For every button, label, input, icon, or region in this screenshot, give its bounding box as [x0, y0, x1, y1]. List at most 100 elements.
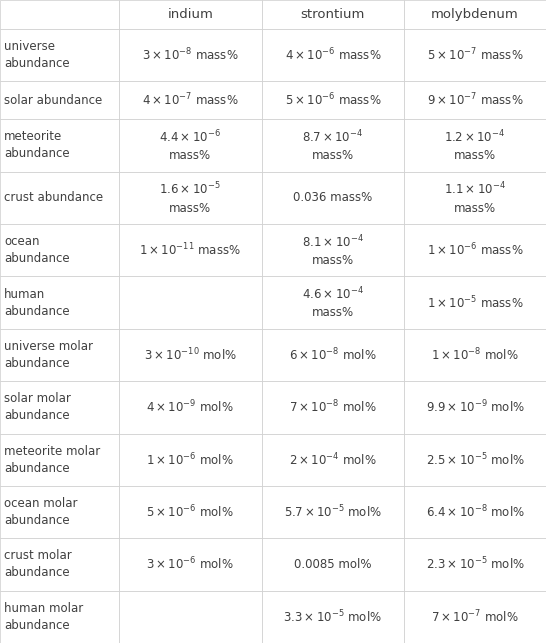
- Bar: [404, 591, 546, 643]
- Text: $1\times10^{-6}$ mol%: $1\times10^{-6}$ mol%: [146, 451, 234, 468]
- Bar: [119, 0, 262, 29]
- Bar: [262, 433, 404, 486]
- Bar: [404, 276, 546, 329]
- Bar: [0, 433, 119, 486]
- Text: ocean
abundance: ocean abundance: [4, 235, 70, 265]
- Bar: [119, 329, 262, 381]
- Bar: [119, 381, 262, 433]
- Bar: [404, 381, 546, 433]
- Bar: [119, 172, 262, 224]
- Bar: [404, 0, 546, 29]
- Text: $1.2\times10^{-4}$
mass%: $1.2\times10^{-4}$ mass%: [444, 129, 506, 162]
- Text: $1\times10^{-6}$ mass%: $1\times10^{-6}$ mass%: [427, 242, 523, 258]
- Bar: [262, 276, 404, 329]
- Text: $5.7\times10^{-5}$ mol%: $5.7\times10^{-5}$ mol%: [284, 503, 382, 520]
- Bar: [404, 486, 546, 538]
- Bar: [119, 120, 262, 172]
- Text: meteorite
abundance: meteorite abundance: [4, 131, 70, 161]
- Text: indium: indium: [167, 8, 213, 21]
- Bar: [119, 486, 262, 538]
- Bar: [119, 591, 262, 643]
- Text: $4\times10^{-9}$ mol%: $4\times10^{-9}$ mol%: [146, 399, 234, 415]
- Text: meteorite molar
abundance: meteorite molar abundance: [4, 445, 100, 475]
- Bar: [119, 538, 262, 591]
- Text: $3\times10^{-6}$ mol%: $3\times10^{-6}$ mol%: [146, 556, 234, 573]
- Text: molybdenum: molybdenum: [431, 8, 519, 21]
- Text: $3\times10^{-8}$ mass%: $3\times10^{-8}$ mass%: [142, 47, 239, 64]
- Bar: [0, 172, 119, 224]
- Text: $6\times10^{-8}$ mol%: $6\times10^{-8}$ mol%: [289, 347, 377, 363]
- Text: $8.1\times10^{-4}$
mass%: $8.1\times10^{-4}$ mass%: [302, 233, 364, 267]
- Bar: [404, 433, 546, 486]
- Bar: [404, 329, 546, 381]
- Text: $4\times10^{-7}$ mass%: $4\times10^{-7}$ mass%: [142, 92, 239, 109]
- Text: solar abundance: solar abundance: [4, 94, 103, 107]
- Bar: [0, 29, 119, 82]
- Text: $2.5\times10^{-5}$ mol%: $2.5\times10^{-5}$ mol%: [426, 451, 524, 468]
- Bar: [119, 224, 262, 276]
- Text: human molar
abundance: human molar abundance: [4, 602, 84, 632]
- Text: $2\times10^{-4}$ mol%: $2\times10^{-4}$ mol%: [289, 451, 377, 468]
- Bar: [0, 82, 119, 120]
- Text: strontium: strontium: [301, 8, 365, 21]
- Text: 0.036 mass%: 0.036 mass%: [293, 192, 372, 204]
- Text: $4.4\times10^{-6}$
mass%: $4.4\times10^{-6}$ mass%: [159, 129, 221, 162]
- Text: $1.6\times10^{-5}$
mass%: $1.6\times10^{-5}$ mass%: [159, 181, 221, 215]
- Text: $7\times10^{-7}$ mol%: $7\times10^{-7}$ mol%: [431, 608, 519, 625]
- Text: universe
abundance: universe abundance: [4, 41, 70, 70]
- Bar: [0, 538, 119, 591]
- Bar: [262, 29, 404, 82]
- Text: $5\times10^{-7}$ mass%: $5\times10^{-7}$ mass%: [427, 47, 523, 64]
- Bar: [262, 0, 404, 29]
- Bar: [119, 29, 262, 82]
- Bar: [0, 591, 119, 643]
- Text: $7\times10^{-8}$ mol%: $7\times10^{-8}$ mol%: [289, 399, 377, 415]
- Bar: [0, 224, 119, 276]
- Text: $1\times10^{-5}$ mass%: $1\times10^{-5}$ mass%: [427, 294, 523, 311]
- Bar: [262, 591, 404, 643]
- Bar: [262, 172, 404, 224]
- Text: $1.1\times10^{-4}$
mass%: $1.1\times10^{-4}$ mass%: [444, 181, 506, 215]
- Text: solar molar
abundance: solar molar abundance: [4, 392, 71, 422]
- Text: ocean molar
abundance: ocean molar abundance: [4, 497, 78, 527]
- Bar: [262, 82, 404, 120]
- Bar: [0, 276, 119, 329]
- Text: crust molar
abundance: crust molar abundance: [4, 549, 72, 579]
- Bar: [262, 486, 404, 538]
- Text: $9\times10^{-7}$ mass%: $9\times10^{-7}$ mass%: [427, 92, 523, 109]
- Bar: [262, 224, 404, 276]
- Bar: [404, 224, 546, 276]
- Bar: [119, 433, 262, 486]
- Bar: [404, 538, 546, 591]
- Text: $6.4\times10^{-8}$ mol%: $6.4\times10^{-8}$ mol%: [426, 503, 524, 520]
- Bar: [0, 486, 119, 538]
- Bar: [404, 172, 546, 224]
- Text: $5\times10^{-6}$ mol%: $5\times10^{-6}$ mol%: [146, 503, 234, 520]
- Bar: [262, 120, 404, 172]
- Bar: [262, 538, 404, 591]
- Text: $4\times10^{-6}$ mass%: $4\times10^{-6}$ mass%: [284, 47, 381, 64]
- Text: $4.6\times10^{-4}$
mass%: $4.6\times10^{-4}$ mass%: [302, 285, 364, 320]
- Bar: [0, 0, 119, 29]
- Text: 0.0085 mol%: 0.0085 mol%: [294, 558, 371, 571]
- Text: $1\times10^{-8}$ mol%: $1\times10^{-8}$ mol%: [431, 347, 519, 363]
- Text: universe molar
abundance: universe molar abundance: [4, 340, 93, 370]
- Bar: [0, 329, 119, 381]
- Bar: [262, 329, 404, 381]
- Bar: [0, 120, 119, 172]
- Bar: [404, 29, 546, 82]
- Bar: [262, 381, 404, 433]
- Text: $9.9\times10^{-9}$ mol%: $9.9\times10^{-9}$ mol%: [426, 399, 524, 415]
- Text: $3.3\times10^{-5}$ mol%: $3.3\times10^{-5}$ mol%: [283, 608, 382, 625]
- Bar: [119, 82, 262, 120]
- Text: $5\times10^{-6}$ mass%: $5\times10^{-6}$ mass%: [284, 92, 381, 109]
- Bar: [0, 381, 119, 433]
- Bar: [404, 120, 546, 172]
- Text: crust abundance: crust abundance: [4, 192, 104, 204]
- Text: $1\times10^{-11}$ mass%: $1\times10^{-11}$ mass%: [139, 242, 241, 258]
- Text: $3\times10^{-10}$ mol%: $3\times10^{-10}$ mol%: [144, 347, 236, 363]
- Bar: [119, 276, 262, 329]
- Text: human
abundance: human abundance: [4, 287, 70, 318]
- Text: $2.3\times10^{-5}$ mol%: $2.3\times10^{-5}$ mol%: [426, 556, 524, 573]
- Text: $8.7\times10^{-4}$
mass%: $8.7\times10^{-4}$ mass%: [302, 129, 363, 162]
